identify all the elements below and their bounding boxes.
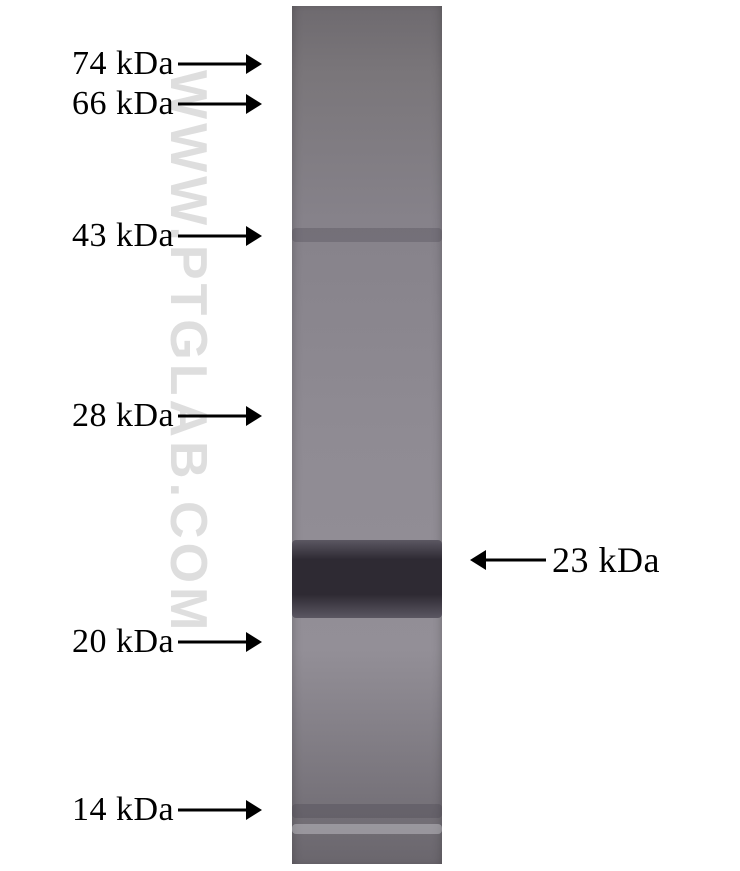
mw-marker: 14 kDa xyxy=(72,791,262,829)
mw-marker-label: 43 kDa xyxy=(72,217,174,255)
mw-marker: 66 kDa xyxy=(72,85,262,123)
target-band xyxy=(292,540,442,618)
arrow-right-icon xyxy=(178,632,262,652)
target-weight-text: 23 kDa xyxy=(552,539,660,581)
mw-marker-label: 74 kDa xyxy=(72,45,174,83)
gel-lane xyxy=(292,6,442,864)
mw-marker: 74 kDa xyxy=(72,45,262,83)
arrow-right-icon xyxy=(178,800,262,820)
mw-marker-label: 20 kDa xyxy=(72,623,174,661)
watermark-text: WWW.PTGLAB.COM xyxy=(158,70,218,634)
gel-figure: WWW.PTGLAB.COM 23 kDa 74 kDa 66 kDa 43 k… xyxy=(0,0,740,871)
arrow-left-icon xyxy=(470,550,546,570)
arrow-right-icon xyxy=(178,94,262,114)
mw-marker: 20 kDa xyxy=(72,623,262,661)
mw-marker: 43 kDa xyxy=(72,217,262,255)
arrow-right-icon xyxy=(178,406,262,426)
arrow-right-icon xyxy=(178,226,262,246)
faint-band xyxy=(292,228,442,242)
faint-band xyxy=(292,824,442,834)
mw-marker-label: 14 kDa xyxy=(72,791,174,829)
mw-marker: 28 kDa xyxy=(72,397,262,435)
mw-marker-label: 66 kDa xyxy=(72,85,174,123)
faint-band xyxy=(292,804,442,818)
mw-marker-label: 28 kDa xyxy=(72,397,174,435)
arrow-right-icon xyxy=(178,54,262,74)
target-label: 23 kDa xyxy=(470,539,660,581)
